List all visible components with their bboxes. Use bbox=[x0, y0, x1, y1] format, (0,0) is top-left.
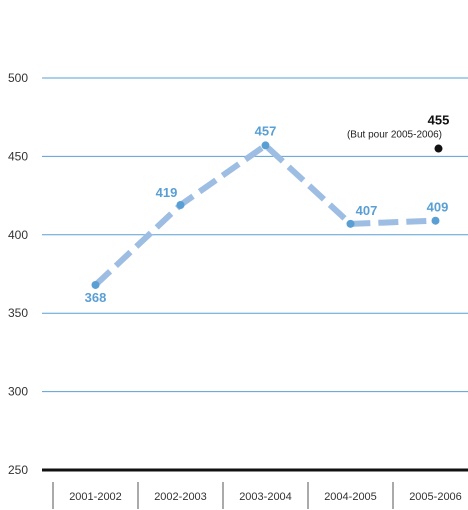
goal-value-label: 455 bbox=[428, 113, 450, 128]
y-axis-tick-labels: 250 300 350 400 450 500 bbox=[8, 71, 28, 477]
data-labels: 368 419 457 407 409 bbox=[85, 123, 449, 305]
series-line-path bbox=[93, 142, 436, 288]
data-point bbox=[346, 219, 355, 228]
y-tick-label: 450 bbox=[8, 149, 28, 163]
x-axis-separators bbox=[52, 482, 394, 509]
goal-point bbox=[434, 144, 443, 153]
data-label: 368 bbox=[85, 290, 107, 305]
data-point bbox=[261, 141, 270, 150]
y-tick-label: 350 bbox=[8, 306, 28, 320]
data-label: 457 bbox=[255, 123, 277, 138]
y-tick-label: 250 bbox=[8, 463, 28, 477]
data-label: 419 bbox=[156, 185, 178, 200]
x-tick-label: 2001-2002 bbox=[69, 491, 122, 503]
goal-marker-group: 455 (But pour 2005-2006) bbox=[347, 113, 449, 153]
x-axis-tick-labels: 2001-2002 2002-2003 2003-2004 2004-2005 2005… bbox=[69, 491, 462, 503]
goal-note-label: (But pour 2005-2006) bbox=[347, 130, 442, 141]
y-tick-label: 400 bbox=[8, 228, 28, 242]
y-tick-label: 300 bbox=[8, 385, 28, 399]
data-point bbox=[176, 201, 185, 210]
data-label: 409 bbox=[427, 200, 449, 215]
x-tick-label: 2002-2003 bbox=[154, 491, 207, 503]
x-tick-label: 2003-2004 bbox=[239, 491, 292, 503]
x-tick-label: 2004-2005 bbox=[324, 491, 377, 503]
data-points bbox=[91, 141, 440, 289]
data-label: 407 bbox=[356, 203, 378, 218]
data-point bbox=[91, 280, 100, 289]
x-tick-label: 2005-2006 bbox=[409, 491, 462, 503]
series-line bbox=[93, 142, 436, 288]
y-tick-label: 500 bbox=[8, 71, 28, 85]
data-point bbox=[431, 216, 440, 225]
grid-lines bbox=[42, 77, 468, 393]
